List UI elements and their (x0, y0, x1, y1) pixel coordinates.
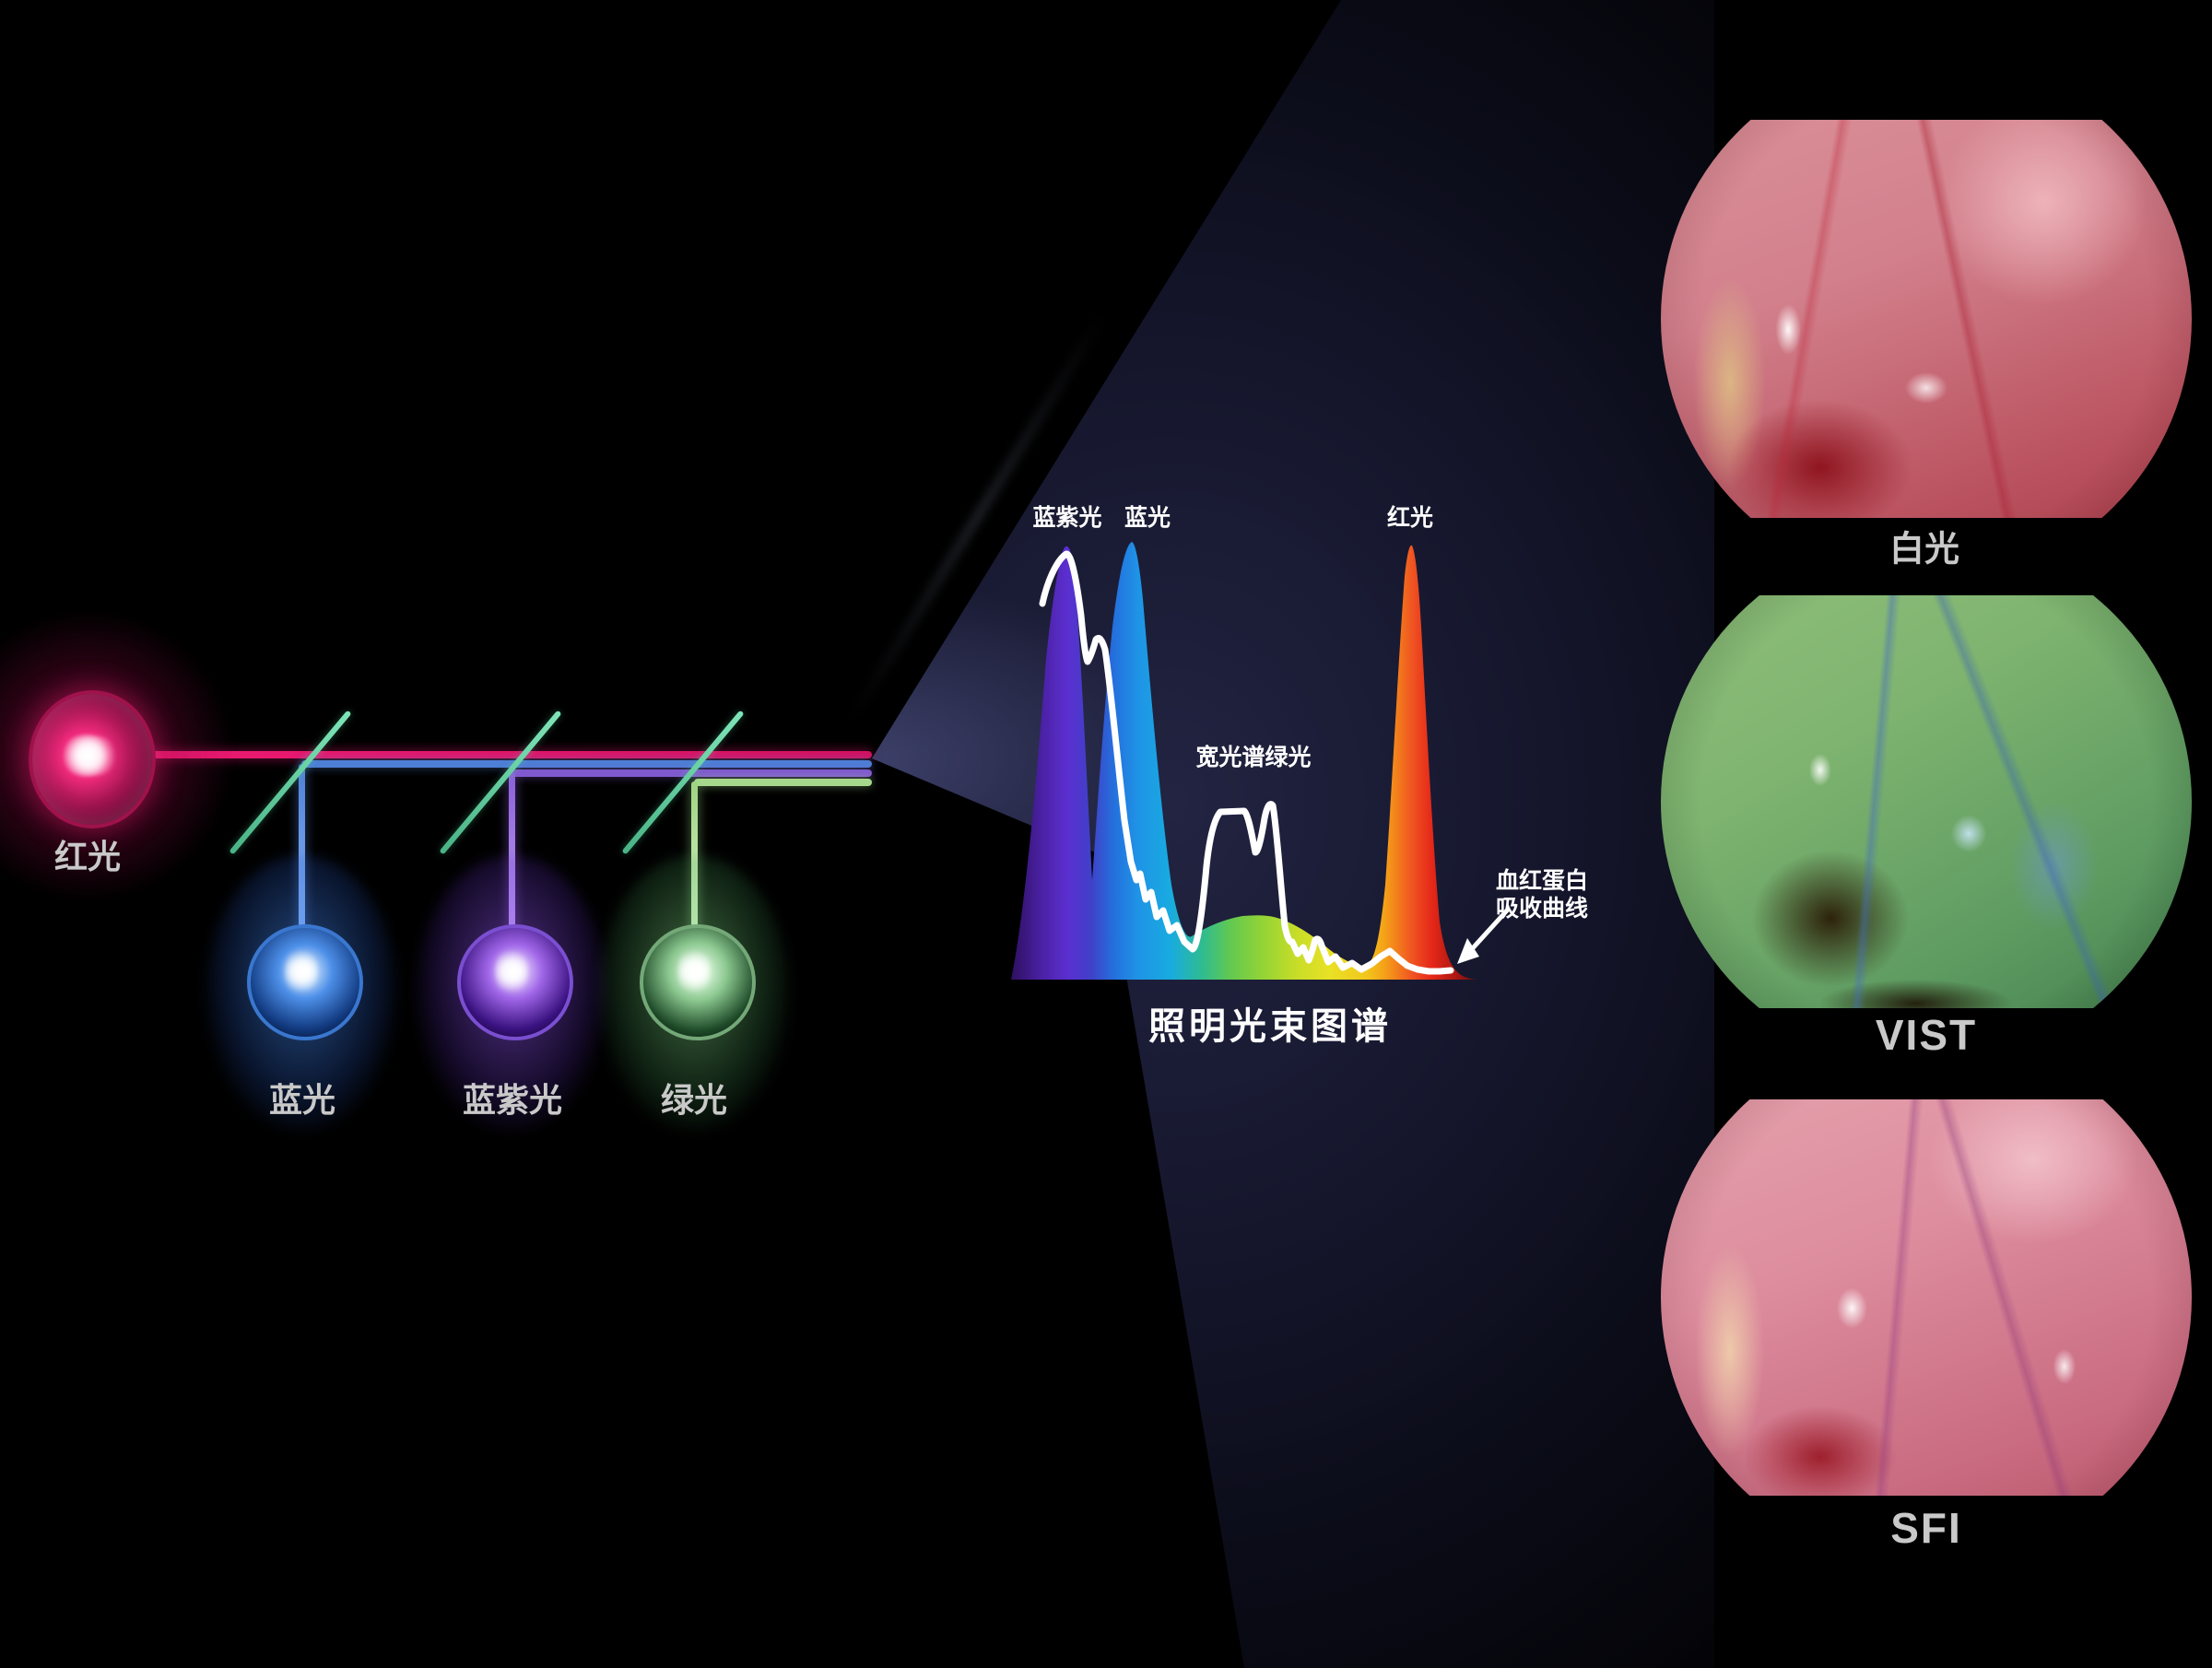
endoscopy-label-white-light: 白光 (1888, 530, 1960, 570)
blue-beam-horizontal (301, 760, 872, 768)
annotation-arrow (1468, 908, 1510, 953)
red-source-core (57, 735, 122, 776)
green-beam-horizontal (694, 779, 872, 786)
spectrum-chart (1011, 542, 1510, 980)
violet-source-core (495, 946, 528, 997)
blue-source-orb (247, 924, 363, 1040)
spectrum-label-green: 宽光谱绿光 (1195, 745, 1312, 770)
spectrum-label-red: 红光 (1386, 505, 1434, 531)
vist-photo (1661, 595, 2192, 1008)
endoscopy-image-vist (1661, 595, 2192, 1008)
green-source-core (677, 946, 711, 997)
spectrum-label-violet: 蓝紫光 (1032, 505, 1102, 531)
endoscopy-image-sfi (1661, 1099, 2192, 1496)
label-violet-source: 蓝紫光 (462, 1081, 563, 1119)
hemoglobin-curve (1039, 550, 1454, 975)
white-light-photo (1661, 120, 2192, 518)
label-green-source: 绿光 (660, 1081, 728, 1119)
beam-splitter-2 (439, 710, 562, 855)
spectrum-label-blue: 蓝光 (1124, 505, 1171, 531)
sfi-photo (1661, 1099, 2192, 1496)
endoscopy-label-sfi: SFI (1890, 1504, 1962, 1552)
label-blue-source: 蓝光 (268, 1081, 336, 1119)
hemoglobin-annotation-line2: 吸收曲线 (1496, 896, 1589, 922)
spectrum-fill (1011, 542, 1479, 980)
blue-source-core (285, 946, 318, 997)
beam-splitter-1 (229, 710, 352, 855)
spectrum-title: 照明光束图谱 (1148, 1006, 1392, 1047)
red-beam-horizontal (85, 751, 872, 758)
endoscopy-image-white-light (1661, 120, 2192, 518)
endoscopy-label-vist: VIST (1875, 1011, 1978, 1059)
hemoglobin-annotation-line1: 血红蛋白 (1496, 868, 1589, 894)
hemoglobin-annotation: 血红蛋白 吸收曲线 (1496, 867, 1588, 922)
label-red-source: 红光 (53, 838, 122, 875)
annotation-arrowhead (1457, 938, 1479, 964)
